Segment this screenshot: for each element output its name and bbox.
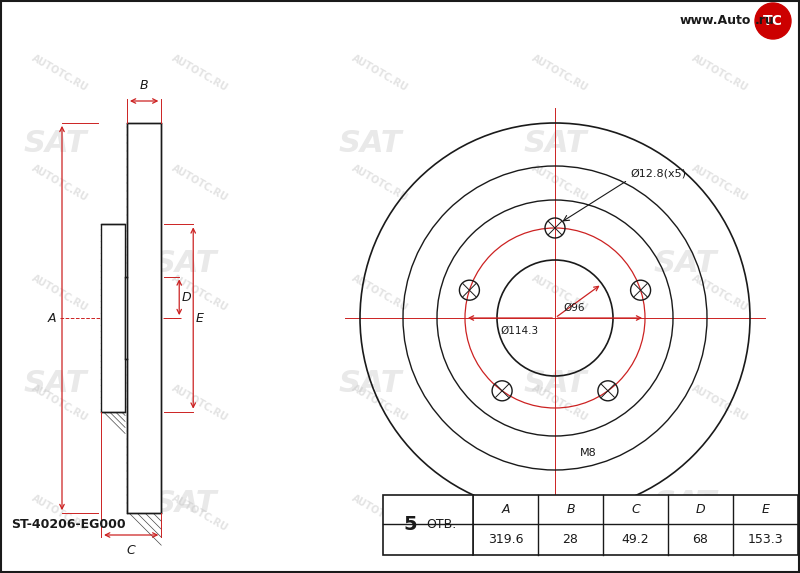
Text: A: A bbox=[48, 312, 56, 324]
Text: ST-40206-EG000: ST-40206-EG000 bbox=[10, 519, 126, 532]
Bar bbox=[127, 123, 162, 513]
Text: Ø12.8(x5): Ø12.8(x5) bbox=[630, 168, 686, 178]
Text: AUTOTC.RU: AUTOTC.RU bbox=[30, 383, 90, 423]
Text: AUTOTC.RU: AUTOTC.RU bbox=[170, 273, 230, 313]
Text: AUTOTC.RU: AUTOTC.RU bbox=[690, 273, 750, 313]
Text: AUTOTC.RU: AUTOTC.RU bbox=[170, 53, 230, 93]
Text: www.Auto: www.Auto bbox=[680, 14, 751, 28]
Text: TC: TC bbox=[763, 14, 783, 28]
Text: 28: 28 bbox=[562, 533, 578, 546]
Text: AUTOTC.RU: AUTOTC.RU bbox=[30, 273, 90, 313]
Text: AUTOTC.RU: AUTOTC.RU bbox=[690, 163, 750, 203]
Text: 5: 5 bbox=[403, 516, 417, 535]
Text: SAT: SAT bbox=[338, 128, 402, 158]
Text: C: C bbox=[127, 544, 135, 557]
Text: AUTOTC.RU: AUTOTC.RU bbox=[530, 273, 590, 313]
Text: M8: M8 bbox=[580, 448, 597, 458]
Text: D: D bbox=[182, 291, 191, 304]
Text: AUTOTC.RU: AUTOTC.RU bbox=[30, 163, 90, 203]
Text: SAT: SAT bbox=[23, 128, 86, 158]
Text: AUTOTC.RU: AUTOTC.RU bbox=[350, 163, 410, 203]
Bar bbox=[101, 225, 125, 411]
Text: A: A bbox=[502, 503, 510, 516]
Text: AUTOTC.RU: AUTOTC.RU bbox=[170, 163, 230, 203]
Bar bbox=[383, 495, 473, 555]
Text: SAT: SAT bbox=[523, 128, 586, 158]
Text: AUTOTC.RU: AUTOTC.RU bbox=[350, 383, 410, 423]
Text: AUTOTC.RU: AUTOTC.RU bbox=[350, 493, 410, 533]
Text: SAT: SAT bbox=[23, 368, 86, 398]
Text: 319.6: 319.6 bbox=[488, 533, 523, 546]
Text: 68: 68 bbox=[693, 533, 709, 546]
Text: .ru: .ru bbox=[755, 14, 774, 28]
Text: 49.2: 49.2 bbox=[622, 533, 650, 546]
Text: B: B bbox=[566, 503, 575, 516]
Text: AUTOTC.RU: AUTOTC.RU bbox=[690, 493, 750, 533]
Text: SAT: SAT bbox=[338, 368, 402, 398]
Text: SAT: SAT bbox=[154, 249, 217, 277]
Text: AUTOTC.RU: AUTOTC.RU bbox=[30, 493, 90, 533]
Bar bbox=[101, 277, 127, 289]
Text: AUTOTC.RU: AUTOTC.RU bbox=[530, 53, 590, 93]
Text: SAT: SAT bbox=[154, 489, 217, 517]
Text: B: B bbox=[140, 79, 149, 92]
Text: SAT: SAT bbox=[654, 489, 717, 517]
Text: AUTOTC.RU: AUTOTC.RU bbox=[350, 53, 410, 93]
Text: E: E bbox=[195, 312, 203, 324]
Text: AUTOTC.RU: AUTOTC.RU bbox=[30, 53, 90, 93]
Text: AUTOTC.RU: AUTOTC.RU bbox=[170, 383, 230, 423]
Text: AUTOTC.RU: AUTOTC.RU bbox=[690, 53, 750, 93]
Text: AUTOTC.RU: AUTOTC.RU bbox=[350, 273, 410, 313]
Text: ОТВ.: ОТВ. bbox=[426, 519, 457, 532]
Text: Ø96: Ø96 bbox=[563, 303, 585, 313]
Circle shape bbox=[755, 3, 791, 39]
Text: 153.3: 153.3 bbox=[748, 533, 783, 546]
Text: E: E bbox=[762, 503, 770, 516]
Text: AUTOTC.RU: AUTOTC.RU bbox=[530, 163, 590, 203]
Text: AUTOTC.RU: AUTOTC.RU bbox=[690, 383, 750, 423]
Text: C: C bbox=[631, 503, 640, 516]
Text: AUTOTC.RU: AUTOTC.RU bbox=[170, 493, 230, 533]
Bar bbox=[125, 277, 127, 359]
Text: AUTOTC.RU: AUTOTC.RU bbox=[530, 493, 590, 533]
Text: Ø114.3: Ø114.3 bbox=[500, 326, 538, 336]
Text: SAT: SAT bbox=[654, 249, 717, 277]
Text: SAT: SAT bbox=[523, 368, 586, 398]
Text: AUTOTC.RU: AUTOTC.RU bbox=[530, 383, 590, 423]
Text: D: D bbox=[696, 503, 706, 516]
Bar bbox=[473, 495, 798, 555]
